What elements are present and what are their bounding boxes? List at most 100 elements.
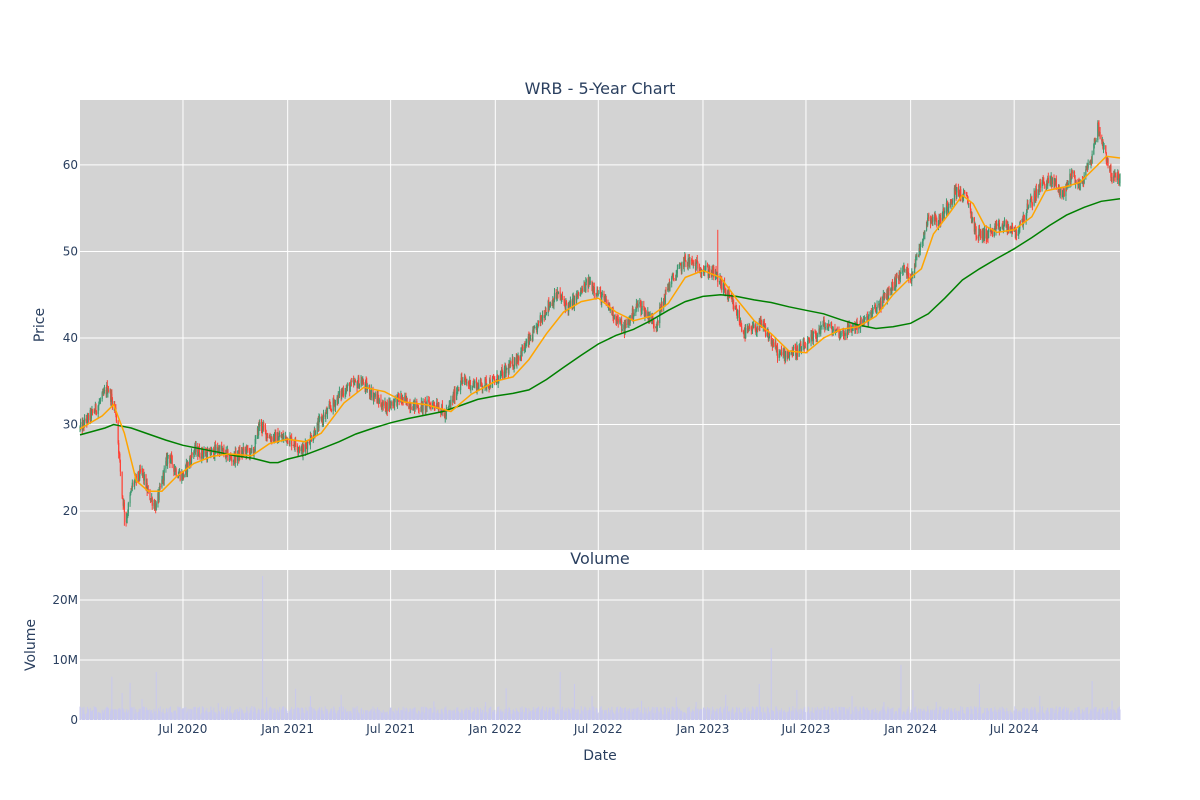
x-tick-label: Jan 2023 [676, 722, 730, 736]
volume-bar [1033, 708, 1035, 720]
candle-body [820, 326, 822, 327]
volume-bar [728, 711, 730, 720]
candle-body [345, 392, 347, 394]
volume-bar [1106, 707, 1108, 720]
candle-body [236, 455, 239, 461]
candle-body [436, 403, 438, 409]
volume-bar [1086, 714, 1088, 720]
candle-body [920, 243, 922, 245]
volume-bar [848, 707, 850, 720]
volume-bar [683, 712, 685, 720]
volume-bar [914, 707, 916, 720]
volume-bar [1006, 713, 1008, 720]
candle-body [385, 411, 387, 413]
volume-bar [511, 713, 513, 720]
volume-bar [617, 706, 619, 720]
candle-body [126, 518, 128, 522]
candle-body [372, 395, 375, 400]
volume-bar [1079, 709, 1081, 720]
candle-body [722, 283, 725, 290]
volume-bar [575, 709, 577, 720]
candle-body [506, 368, 508, 369]
volume-bar [680, 710, 682, 720]
candle-body [950, 201, 953, 202]
volume-bar [1054, 713, 1056, 720]
volume-bar [815, 711, 817, 720]
volume-bar [247, 710, 249, 720]
volume-bar [979, 714, 981, 720]
volume-bar [218, 710, 220, 720]
candle-body [314, 429, 316, 436]
volume-bar [1034, 706, 1036, 720]
candle-body [139, 469, 141, 479]
volume-bar [533, 709, 535, 720]
candle-body [645, 310, 647, 317]
candle-body [1018, 228, 1020, 232]
volume-bar [293, 708, 295, 720]
candle-body [345, 388, 347, 393]
volume-bar [401, 709, 403, 720]
candle-body [676, 268, 678, 274]
volume-bar [736, 706, 738, 720]
candle-body [296, 445, 298, 450]
candle-body [217, 446, 219, 452]
volume-bar [798, 709, 800, 720]
volume-bar [420, 706, 422, 720]
candle-body [1102, 140, 1104, 149]
volume-bar [185, 714, 187, 720]
volume-bar [84, 714, 86, 720]
candle-body [438, 406, 440, 412]
volume-bar [810, 711, 812, 720]
volume-bar [275, 712, 277, 720]
volume-bar [326, 710, 328, 720]
candle-body [1002, 226, 1004, 230]
volume-bar [1118, 707, 1120, 720]
candle-body [253, 451, 255, 455]
volume-bar [182, 708, 184, 720]
volume-bar [230, 713, 232, 720]
volume-bar [846, 711, 848, 720]
volume-bar [961, 707, 963, 720]
volume-bar [382, 712, 384, 720]
volume-bar [162, 708, 164, 720]
candle-body [365, 380, 367, 390]
volume-bar [957, 710, 959, 720]
volume-bar [1069, 714, 1071, 720]
volume-bar [126, 709, 128, 720]
x-tick-label: Jan 2021 [260, 722, 314, 736]
candle-body [262, 425, 264, 432]
candle-body [701, 270, 703, 274]
volume-bar [499, 710, 501, 720]
candle-body [812, 331, 814, 342]
volume-bar [139, 711, 141, 720]
volume-bar [522, 709, 524, 720]
candle-body [911, 272, 913, 274]
candle-body [158, 489, 160, 501]
volume-bar [699, 708, 701, 720]
candle-body [958, 192, 960, 194]
candle-body [676, 273, 678, 275]
volume-bar [181, 709, 183, 720]
volume-bar [1034, 708, 1036, 720]
volume-bar [1075, 714, 1077, 720]
volume-bar [329, 710, 331, 720]
candle-body [928, 216, 930, 220]
candle-body [721, 277, 723, 290]
volume-bar [290, 709, 292, 720]
volume-bar [559, 672, 561, 720]
volume-bar [989, 708, 991, 720]
volume-bar [1073, 712, 1075, 720]
candle-body [718, 281, 721, 283]
volume-bar [557, 714, 559, 720]
candle-body [514, 357, 516, 366]
volume-bar [412, 710, 414, 720]
candle-body [888, 287, 890, 291]
volume-bar [1075, 710, 1077, 720]
volume-bar [906, 711, 908, 720]
volume-bar [965, 708, 967, 720]
candle-body [995, 224, 998, 226]
volume-bar [513, 709, 515, 720]
volume-bar [86, 713, 88, 720]
volume-bar [396, 713, 398, 720]
